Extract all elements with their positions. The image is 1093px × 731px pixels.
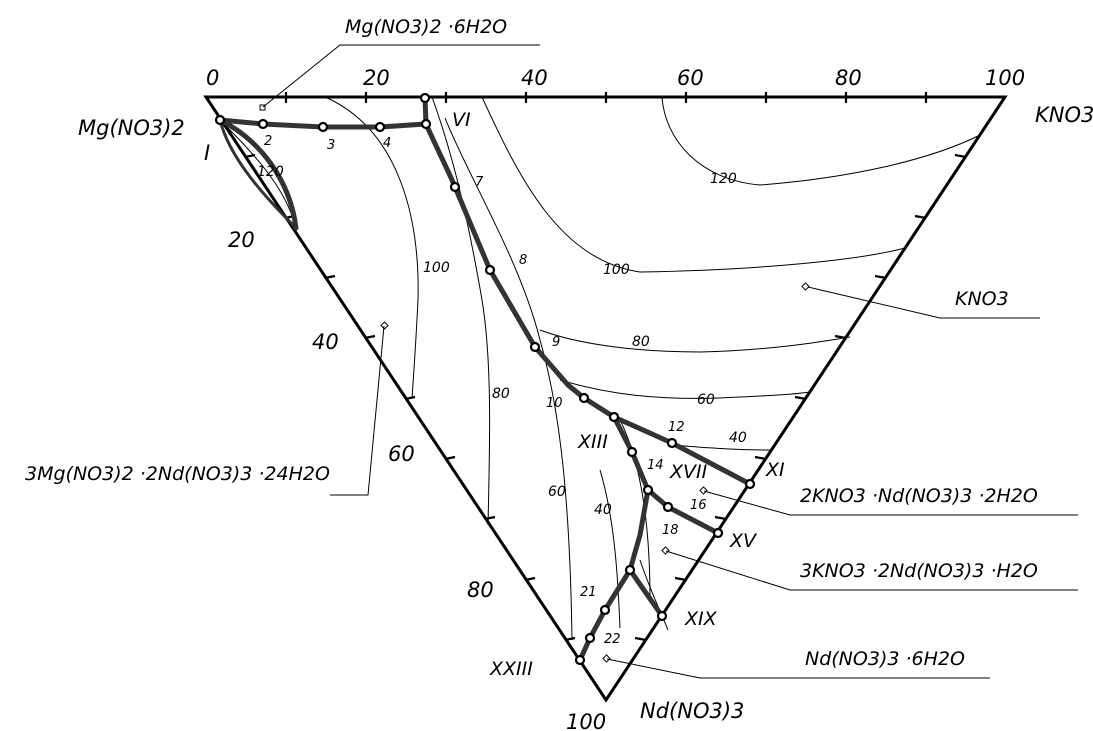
isotherm-60-left	[444, 117, 573, 641]
isotherm-80-right	[539, 329, 851, 353]
point-label-10: 10	[546, 396, 563, 411]
isotherm-100-left	[324, 96, 419, 399]
point-label-XVII: XVII	[669, 461, 708, 483]
scale-left-60: 60	[388, 442, 415, 466]
vertex-top-right: KNO3	[1035, 103, 1093, 127]
isotherm-80-left	[431, 96, 491, 526]
field-label-2kno3-nd: 2KNO3 ·Nd(NO3)3 ·2H2O	[800, 485, 1038, 507]
isotherm-60-right	[559, 379, 811, 399]
point-label-7: 7	[475, 175, 484, 190]
point-label-I: I	[204, 141, 210, 165]
point-label-18: 18	[662, 523, 679, 538]
scale-top-60: 60	[677, 66, 704, 90]
isotherm-40-inner	[619, 419, 651, 601]
point-label-VI: VI	[452, 109, 471, 131]
field-label-nd-hexahydrate: Nd(NO3)3 ·6H2O	[805, 648, 965, 670]
line-21-XIX	[627, 567, 665, 619]
isotherm-label-100-right: 100	[603, 262, 630, 278]
isotherm-label-100-left: 100	[423, 260, 450, 276]
isotherm-label-40-left: 40	[594, 502, 612, 518]
nodes	[214, 92, 756, 666]
line-21-XXIII	[577, 567, 633, 663]
point-label-21: 21	[580, 585, 597, 600]
point-label-9: 9	[552, 335, 560, 350]
isotherm-label-120-right: 120	[710, 171, 737, 187]
isotherm-label-80-left: 80	[492, 386, 510, 402]
scale-left-20: 20	[228, 228, 255, 252]
leader-lines	[262, 44, 1078, 679]
point-label-14: 14	[647, 458, 664, 473]
field-label-3kno3-2nd: 3KNO3 ·2Nd(NO3)3 ·H2O	[800, 560, 1038, 582]
isotherm-label-60-left: 60	[548, 484, 566, 500]
scale-left-40: 40	[312, 330, 339, 354]
isotherm-100-right	[481, 96, 906, 273]
point-label-XIX: XIX	[684, 608, 718, 630]
line-I-arc-inner	[218, 118, 298, 230]
right-ticks	[634, 153, 967, 642]
point-label-XIII: XIII	[577, 431, 608, 453]
point-label-2: 2	[264, 134, 272, 149]
isotherm-120-right	[661, 96, 981, 186]
scale-top-20: 20	[363, 66, 390, 90]
isotherm-label-80-right: 80	[632, 334, 650, 350]
point-label-3: 3	[327, 138, 335, 153]
scale-top-0: 0	[206, 66, 219, 90]
point-label-XI: XI	[765, 459, 785, 481]
point-label-XXIII: XXIII	[489, 658, 533, 680]
point-label-8: 8	[519, 253, 527, 268]
point-label-XV: XV	[729, 530, 758, 552]
composition-markers	[259, 104, 810, 663]
isotherms	[217, 96, 981, 641]
point-label-4: 4	[383, 136, 391, 151]
isotherm-label-60-right: 60	[697, 392, 715, 408]
point-label-22: 22	[604, 632, 621, 647]
isotherm-inner-2	[639, 559, 669, 631]
isotherm-40-left	[599, 469, 621, 629]
point-label-16: 16	[690, 498, 707, 513]
top-ticks	[284, 92, 928, 103]
scale-top-40: 40	[521, 66, 548, 90]
scale-left-80: 80	[467, 578, 494, 602]
vertex-bottom: Nd(NO3)3	[640, 699, 744, 723]
vertex-top-left: Mg(NO3)2	[78, 116, 185, 140]
field-label-kno3: KNO3	[955, 288, 1009, 310]
field-label-double-salt-mg-nd: 3Mg(NO3)2 ·2Nd(NO3)3 ·24H2O	[25, 463, 330, 485]
line-14-XV	[645, 487, 721, 536]
scale-left-100: 100	[566, 710, 606, 731]
scale-top-80: 80	[835, 66, 862, 90]
isotherm-label-40-right: 40	[729, 430, 747, 446]
point-label-12: 12	[668, 420, 685, 435]
field-label-mg-hexahydrate: Mg(NO3)2 ·6H2O	[345, 16, 507, 38]
line-4-10	[423, 121, 617, 420]
eutonic-lines	[217, 95, 753, 663]
isotherm-label-120-left: 120	[257, 164, 284, 180]
scale-top-100: 100	[985, 66, 1025, 90]
line-14-21	[627, 487, 651, 573]
line-I-arc	[217, 117, 299, 231]
